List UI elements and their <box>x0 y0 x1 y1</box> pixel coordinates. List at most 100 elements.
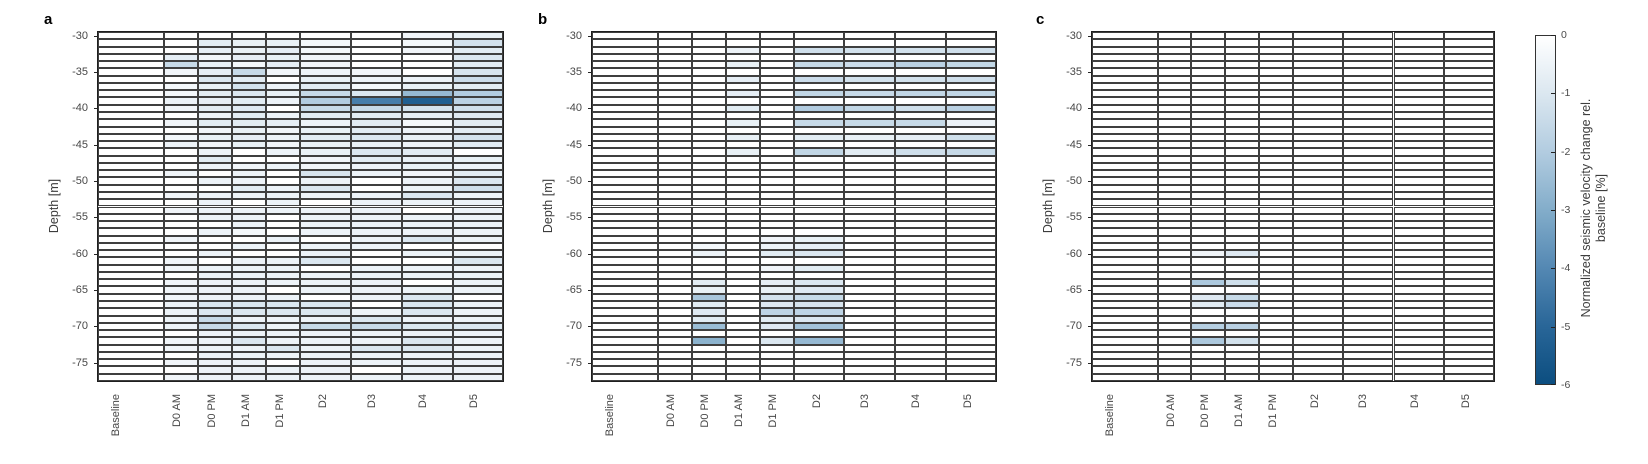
heatmap-cell <box>401 235 453 243</box>
heatmap-cell <box>592 315 658 323</box>
heatmap-cell <box>691 373 726 381</box>
heatmap-cell <box>1191 111 1226 120</box>
heatmap-cell <box>592 213 658 222</box>
heatmap-cell <box>895 111 946 120</box>
heatmap-cell <box>1443 32 1494 40</box>
heatmap-cell <box>1157 301 1192 309</box>
heatmap-cell <box>164 75 199 83</box>
heatmap-cell <box>592 366 658 374</box>
y-tick-label: -45 <box>72 138 88 151</box>
heatmap-cell <box>452 330 503 338</box>
heatmap-cell <box>1443 184 1494 192</box>
y-tick-mark <box>1088 71 1092 73</box>
heatmap-cell <box>945 315 996 323</box>
heatmap-cell <box>1292 68 1344 76</box>
heatmap-cell <box>1157 111 1192 120</box>
heatmap-cell <box>1191 221 1226 229</box>
heatmap-grid <box>1092 32 1494 381</box>
heatmap-cell <box>98 315 164 323</box>
heatmap-cell <box>844 235 895 243</box>
heatmap-cell <box>895 155 946 163</box>
heatmap-cell <box>350 148 402 156</box>
heatmap-cell <box>1092 344 1158 352</box>
heatmap-cell <box>164 90 199 98</box>
x-tick-label: D0 AM <box>171 394 184 428</box>
heatmap-cell <box>1292 170 1344 178</box>
y-tick-mark <box>1088 217 1092 219</box>
heatmap-cell <box>198 337 233 345</box>
heatmap-cell <box>401 133 453 142</box>
y-tick-label: -45 <box>566 138 582 151</box>
heatmap-cell <box>452 359 503 367</box>
heatmap-cell <box>198 322 233 331</box>
heatmap-cell <box>1292 250 1344 258</box>
heatmap-cell <box>945 32 996 40</box>
heatmap-cell <box>164 301 199 309</box>
heatmap-cell <box>198 308 233 316</box>
heatmap-cell <box>945 308 996 316</box>
heatmap-cell <box>895 235 946 243</box>
y-tick-mark <box>1088 326 1092 328</box>
heatmap-cell <box>1393 308 1444 316</box>
heatmap-cell <box>1393 199 1444 207</box>
heatmap-cell <box>1092 162 1158 171</box>
heatmap-cell <box>725 228 760 236</box>
heatmap-cell <box>725 82 760 91</box>
heatmap-cell <box>1191 344 1226 352</box>
heatmap-cell <box>300 82 351 91</box>
heatmap-cell <box>725 75 760 83</box>
y-tick-mark <box>94 71 98 73</box>
heatmap-cell <box>945 344 996 352</box>
heatmap-cell <box>300 184 351 192</box>
heatmap-cell <box>452 271 503 280</box>
heatmap-cell <box>1443 90 1494 98</box>
heatmap-cell <box>452 111 503 120</box>
heatmap-cell <box>1343 90 1394 98</box>
heatmap-cell <box>401 90 453 98</box>
heatmap-cell <box>945 279 996 287</box>
heatmap-cell <box>691 301 726 309</box>
heatmap-cell <box>725 32 760 40</box>
heatmap-cell <box>1191 271 1226 280</box>
heatmap-cell <box>1443 155 1494 163</box>
heatmap-cell <box>1393 264 1444 272</box>
heatmap-cell <box>1258 257 1293 265</box>
heatmap-cell <box>592 206 658 214</box>
heatmap-cell <box>1157 344 1192 352</box>
heatmap-cell <box>401 322 453 331</box>
heatmap-cell <box>844 75 895 83</box>
heatmap-cell <box>759 250 794 258</box>
heatmap-cell <box>1292 242 1344 251</box>
heatmap-cell <box>1157 46 1192 54</box>
heatmap-cell <box>452 301 503 309</box>
heatmap-cell <box>1393 126 1444 134</box>
heatmap-cell <box>1443 271 1494 280</box>
heatmap-cell <box>691 315 726 323</box>
heatmap-cell <box>1157 199 1192 207</box>
heatmap-cell <box>895 126 946 134</box>
heatmap-cell <box>759 308 794 316</box>
heatmap-cell <box>164 82 199 91</box>
heatmap-cell <box>452 133 503 142</box>
colorbar-tick-mark <box>1551 384 1555 385</box>
heatmap-cell <box>1343 322 1394 331</box>
heatmap-cell <box>300 257 351 265</box>
heatmap-cell <box>945 250 996 258</box>
heatmap-cell <box>164 148 199 156</box>
heatmap-cell <box>945 119 996 127</box>
heatmap-cell <box>592 199 658 207</box>
heatmap-cell <box>1443 39 1494 47</box>
heatmap-cell <box>793 32 845 40</box>
heatmap-cell <box>1092 119 1158 127</box>
heatmap-cell <box>945 235 996 243</box>
heatmap-cell <box>1393 315 1444 323</box>
heatmap-cell <box>592 46 658 54</box>
heatmap-cell <box>945 337 996 345</box>
heatmap-cell <box>198 191 233 200</box>
heatmap-cell <box>350 170 402 178</box>
heatmap-cell <box>164 308 199 316</box>
heatmap-cell <box>691 119 726 127</box>
heatmap-cell <box>1258 61 1293 69</box>
heatmap-cell <box>401 359 453 367</box>
heatmap-cell <box>657 68 692 76</box>
